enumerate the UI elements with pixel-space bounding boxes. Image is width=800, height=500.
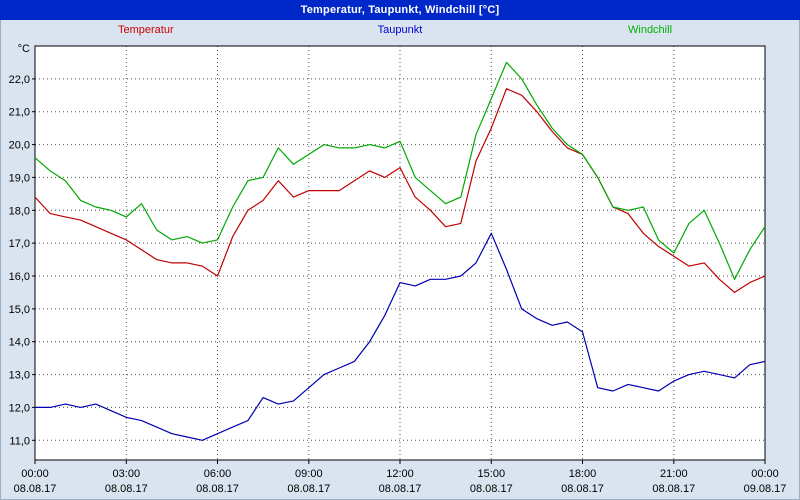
svg-text:11,0: 11,0 — [9, 435, 30, 447]
svg-text:08.08.17: 08.08.17 — [470, 483, 513, 495]
svg-text:21,0: 21,0 — [9, 107, 30, 119]
svg-text:09.08.17: 09.08.17 — [744, 483, 787, 495]
svg-text:14,0: 14,0 — [9, 337, 30, 349]
svg-text:00:00: 00:00 — [21, 468, 49, 480]
svg-text:20,0: 20,0 — [9, 140, 30, 152]
svg-text:06:00: 06:00 — [204, 468, 232, 480]
svg-text:08.08.17: 08.08.17 — [652, 483, 695, 495]
svg-text:°C: °C — [18, 43, 30, 55]
title-bar: Temperatur, Taupunkt, Windchill [°C] — [0, 0, 800, 20]
svg-text:17,0: 17,0 — [9, 238, 30, 250]
svg-text:12:00: 12:00 — [386, 468, 414, 480]
svg-text:18:00: 18:00 — [569, 468, 597, 480]
window-title: Temperatur, Taupunkt, Windchill [°C] — [300, 4, 500, 16]
legend-windchill: Windchill — [628, 24, 673, 36]
legend-taupunkt: Taupunkt — [377, 24, 423, 36]
svg-text:08.08.17: 08.08.17 — [379, 483, 422, 495]
svg-text:09:00: 09:00 — [295, 468, 323, 480]
svg-text:08.08.17: 08.08.17 — [14, 483, 57, 495]
svg-text:13,0: 13,0 — [9, 370, 30, 382]
svg-text:15,0: 15,0 — [9, 304, 30, 316]
svg-text:12,0: 12,0 — [9, 402, 30, 414]
svg-text:16,0: 16,0 — [9, 271, 30, 283]
svg-text:15:00: 15:00 — [478, 468, 506, 480]
chart-legend: Temperatur Taupunkt Windchill — [0, 20, 800, 40]
svg-text:22,0: 22,0 — [9, 74, 30, 86]
svg-text:03:00: 03:00 — [113, 468, 141, 480]
svg-text:08.08.17: 08.08.17 — [287, 483, 330, 495]
svg-text:08.08.17: 08.08.17 — [105, 483, 148, 495]
legend-temperatur: Temperatur — [118, 24, 174, 36]
chart-canvas: 11,0 12,0 13,0 14,0 15,0 16,0 17,0 18,0 19,0 20,0… — [9, 43, 787, 495]
svg-text:00:00: 00:00 — [751, 468, 779, 480]
svg-text:18,0: 18,0 — [9, 205, 30, 217]
svg-text:08.08.17: 08.08.17 — [561, 483, 604, 495]
svg-text:21:00: 21:00 — [660, 468, 688, 480]
svg-text:19,0: 19,0 — [9, 172, 30, 184]
svg-text:08.08.17: 08.08.17 — [196, 483, 239, 495]
